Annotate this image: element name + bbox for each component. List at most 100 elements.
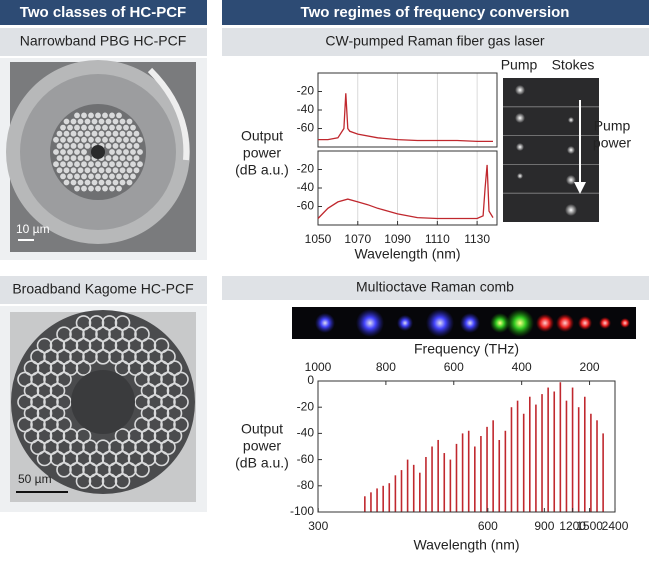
cladding-hole	[95, 136, 101, 143]
cladding-hole	[67, 161, 73, 168]
cladding-hole	[70, 118, 77, 125]
x-tick-label: 600	[478, 519, 498, 533]
y-tick-label: -20	[297, 84, 315, 98]
cladding-hole	[67, 136, 73, 143]
header-bar	[222, 0, 649, 25]
cladding-hole	[81, 112, 87, 119]
image-label: Pump	[501, 57, 538, 73]
cladding-hole	[84, 130, 91, 137]
cladding-hole	[67, 173, 73, 180]
cladding-hole	[126, 118, 133, 125]
x-tick-label: 900	[534, 519, 554, 533]
cladding-hole	[67, 149, 73, 155]
cladding-hole	[60, 161, 66, 168]
cladding-hole	[126, 130, 133, 137]
cladding-hole	[53, 161, 59, 168]
left-header: Two classes of HC-PCF	[20, 4, 186, 21]
cladding-hole	[53, 136, 59, 143]
cladding-hole	[70, 130, 77, 137]
cladding-hole	[81, 124, 87, 131]
cladding-hole	[74, 185, 80, 192]
cladding-hole	[133, 130, 140, 137]
y-axis-label: Output	[241, 421, 283, 437]
cladding-hole	[112, 155, 119, 162]
cladding-hole	[102, 124, 108, 131]
plot-frame	[317, 150, 498, 226]
cladding-hole	[102, 173, 108, 180]
fiber-title: Broadband Kagome HC-PCF	[12, 281, 193, 297]
cladding-hole	[95, 185, 101, 192]
cladding-hole	[84, 179, 91, 186]
y-tick-label: -40	[297, 180, 315, 194]
cladding-hole	[116, 124, 122, 131]
y-tick-label: -40	[297, 102, 315, 116]
cladding-hole	[116, 161, 122, 168]
arrow-label: power	[593, 135, 631, 151]
cladding-hole	[74, 161, 80, 168]
arrow-label: Pump	[594, 118, 631, 134]
cladding-hole	[123, 161, 129, 168]
fiber-title: Narrowband PBG HC-PCF	[20, 33, 187, 49]
kagome-cell	[75, 360, 92, 376]
sem-image	[6, 60, 196, 252]
comb-line-glow	[536, 314, 554, 332]
y-tick-label: -100	[290, 504, 314, 518]
right-header: Two regimes of frequency conversion	[301, 4, 570, 21]
x-axis-label: Wavelength (nm)	[354, 246, 460, 262]
cladding-hole	[130, 136, 136, 143]
cladding-hole	[88, 112, 94, 119]
cladding-hole	[91, 167, 98, 174]
kagome-cell	[101, 473, 118, 489]
beam-spot	[516, 143, 524, 151]
cladding-hole	[105, 143, 112, 149]
cladding-hole	[70, 155, 77, 162]
cladding-hole	[56, 143, 63, 149]
x-tick-label: 300	[308, 519, 328, 533]
cladding-hole	[91, 130, 98, 137]
x-tick-label: 1110	[425, 232, 450, 246]
cladding-hole	[91, 179, 98, 186]
y-tick-label: -20	[297, 162, 315, 176]
comb-line-glow	[506, 309, 534, 337]
cladding-hole	[60, 173, 66, 180]
x-tick-label: 1070	[344, 232, 371, 246]
y-axis-label: (dB a.u.)	[235, 162, 289, 178]
camera-image	[503, 78, 599, 222]
comb-line-glow	[315, 313, 335, 333]
x2-tick-label: 800	[376, 360, 396, 374]
cladding-hole	[112, 167, 119, 174]
comb-line-glow	[397, 315, 413, 331]
cladding-hole	[77, 167, 84, 174]
cladding-hole	[109, 185, 115, 192]
cladding-hole	[88, 173, 94, 180]
cladding-hole	[130, 149, 136, 155]
y-axis-label: power	[243, 438, 281, 454]
cladding-hole	[109, 112, 115, 119]
cladding-hole	[126, 167, 133, 174]
y-axis-label: Output	[241, 128, 283, 144]
comb-line-glow	[490, 313, 510, 333]
y-tick-label: -60	[297, 121, 315, 135]
subheader-bar	[0, 28, 207, 56]
cladding-hole	[88, 185, 94, 192]
spectrum-line	[318, 93, 493, 143]
cladding-hole	[102, 136, 108, 143]
cladding-hole	[63, 155, 70, 162]
cladding-hole	[112, 118, 119, 125]
cladding-hole	[109, 173, 115, 180]
comb-line-glow	[356, 309, 384, 337]
cladding-hole	[81, 161, 87, 168]
cladding-hole	[105, 130, 112, 137]
cladding-hole	[105, 118, 112, 125]
y-tick-label: -40	[297, 426, 315, 440]
cladding-hole	[109, 161, 115, 168]
cladding-hole	[91, 118, 98, 125]
kagome-cell	[75, 473, 92, 489]
cladding-hole	[116, 173, 122, 180]
beam-spot	[568, 117, 574, 123]
cladding-hole	[95, 124, 101, 131]
image-label: Stokes	[552, 57, 595, 73]
cladding-hole	[137, 136, 143, 143]
cladding-hole	[98, 130, 105, 137]
